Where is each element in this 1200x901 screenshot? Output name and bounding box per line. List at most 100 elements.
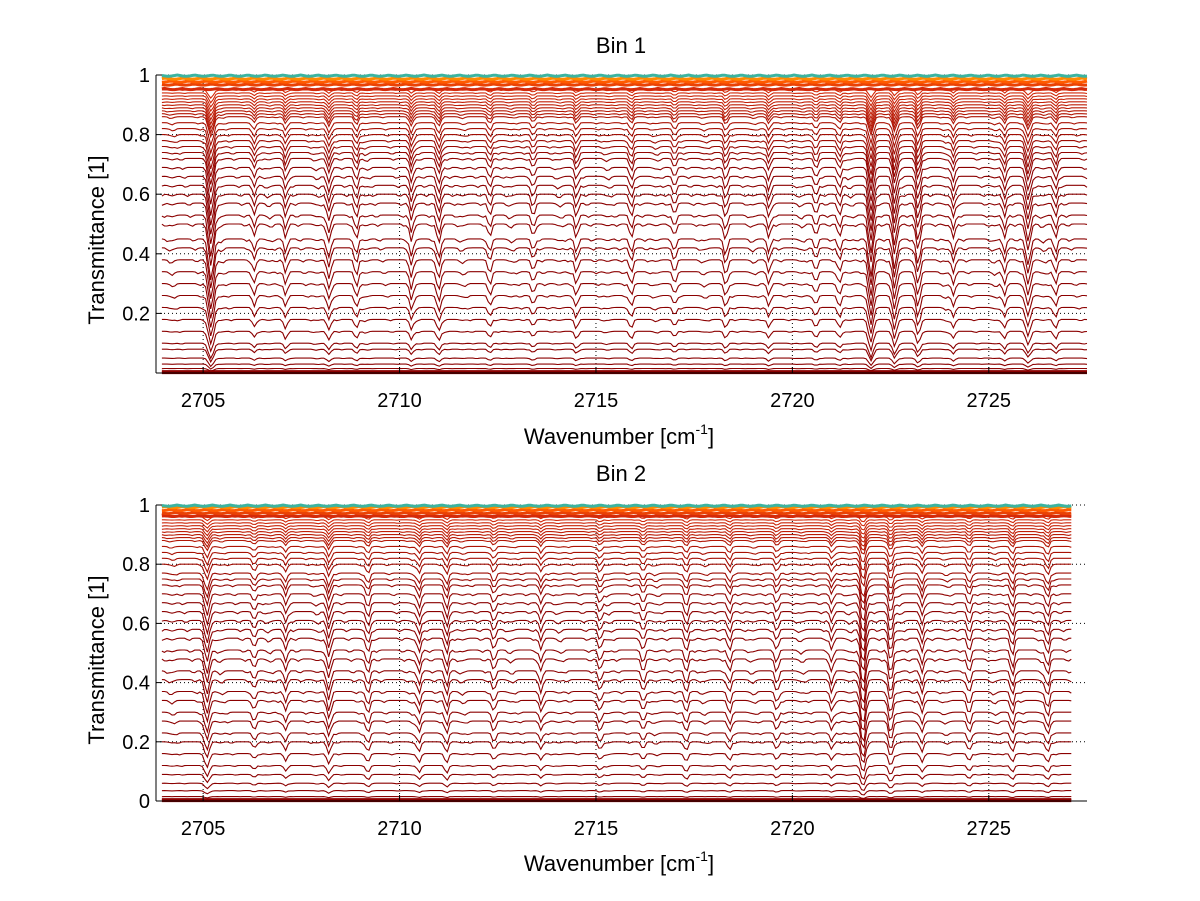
- spectrum-line: [161, 584, 1072, 612]
- spectrum-line: [161, 670, 1072, 704]
- spectrum-line: [161, 145, 1088, 177]
- spectrum-line: [161, 184, 1088, 226]
- spectrum-line: [161, 796, 1072, 799]
- grid-bin-2: [156, 504, 1087, 801]
- spectrum-line: [161, 764, 1072, 780]
- axes-frame-bin-1: [155, 75, 1087, 374]
- x-axis-label-bin-1: Wavenumber [cm-1]: [524, 421, 714, 449]
- spectrum-line: [161, 247, 1088, 289]
- x-axis-label-sup-bin-2: -1: [696, 848, 709, 864]
- spectrum-line: [161, 193, 1088, 235]
- spectrum-line: [161, 545, 1072, 563]
- spectrum-line-saturated: [161, 507, 1072, 513]
- spectrum-line-saturated: [161, 82, 1088, 87]
- spectrum-line: [161, 214, 1088, 257]
- x-axis-label-text-bin-1: Wavenumber [cm: [524, 424, 696, 449]
- spectrum-line: [161, 637, 1072, 671]
- spectrum-line: [161, 157, 1088, 193]
- spectrum-line-saturated: [161, 503, 1072, 508]
- spectrum-line: [161, 202, 1088, 244]
- spectrum-line: [161, 122, 1088, 147]
- spectrum-line: [161, 741, 1072, 764]
- spectrum-line: [161, 782, 1072, 792]
- spectrum-line: [161, 166, 1088, 205]
- panel-bin-1: 2705 2710 2715 2720 2725 0.2 0.4 0.6 0.8 1 Bin 1…: [84, 33, 1088, 449]
- spectrum-line: [161, 367, 1088, 372]
- spectrum-line: [161, 578, 1072, 605]
- y-tick-label: 0.2: [122, 303, 150, 325]
- spectrum-line: [161, 113, 1088, 135]
- spectrum-line: [161, 699, 1072, 731]
- spectrum-line-saturated: [161, 510, 1072, 516]
- spectrum-line: [161, 753, 1072, 772]
- axes-frame-bin-2: [155, 505, 1087, 802]
- spectrum-line: [161, 342, 1088, 360]
- y-tick-label: 0.4: [122, 673, 150, 695]
- y-tick-label: 1: [139, 495, 150, 517]
- spectrum-line: [161, 658, 1072, 692]
- x-axis-label-text-bin-2: Wavenumber [cm: [524, 851, 696, 876]
- spectrum-line: [161, 528, 1072, 539]
- spectrum-line: [161, 773, 1072, 786]
- spectrum-line: [161, 790, 1072, 796]
- spectrum-line: [161, 522, 1072, 531]
- x-tick-label: 2725: [967, 390, 1012, 412]
- spectrum-line: [161, 348, 1088, 364]
- x-tick-label: 2710: [377, 390, 422, 412]
- y-tick-label: 1: [139, 65, 150, 87]
- spectrum-line: [161, 110, 1088, 130]
- y-tick-label: 0.8: [122, 125, 150, 147]
- y-tick-label: 0.4: [122, 244, 150, 266]
- spectrum-line: [161, 519, 1072, 527]
- y-tick-label: 0.6: [122, 613, 150, 635]
- spectrum-line: [161, 283, 1088, 319]
- x-axis-label-sup-bin-1: -1: [696, 421, 709, 437]
- spectrum-line: [161, 151, 1088, 185]
- x-tick-label: 2725: [967, 818, 1012, 840]
- x-tick-label: 2715: [574, 818, 619, 840]
- spectrum-line: [161, 557, 1072, 580]
- spectrum-line: [161, 259, 1088, 299]
- x-axis-label-end-bin-1: ]: [708, 424, 714, 449]
- spectrum-line: [161, 679, 1072, 712]
- y-tick-label: 0.2: [122, 732, 150, 754]
- chart-title-bin-2: Bin 2: [596, 461, 646, 486]
- x-ticks-bin-2: 2705 2710 2715 2720 2725: [181, 795, 1011, 840]
- spectrum-line: [161, 551, 1072, 571]
- spectrum-line-saturated: [161, 73, 1088, 78]
- spectrum-line: [161, 531, 1072, 543]
- series-group-bin-1: [161, 73, 1088, 375]
- spectrum-line: [161, 330, 1088, 354]
- spectrum-line: [161, 134, 1088, 162]
- y-axis-label-bin-2: Transmittance [1]: [84, 575, 109, 744]
- spectrum-line: [161, 539, 1072, 555]
- plot-area-bin-2: [156, 505, 1087, 801]
- spectrum-line: [161, 98, 1088, 113]
- spectrum-line: [161, 572, 1072, 598]
- spectrum-line: [161, 306, 1088, 337]
- spectrum-line: [161, 610, 1072, 643]
- spectrum-line: [161, 107, 1088, 126]
- spectrum-line-saturated: [161, 86, 1088, 92]
- x-tick-label: 2705: [181, 390, 226, 412]
- spectrum-line-saturated: [161, 79, 1088, 84]
- spectrum-line: [161, 563, 1072, 588]
- panel-bin-2: 2705 2710 2715 2720 2725 0 0.2 0.4 0.6 0.8 1 Bin …: [84, 461, 1087, 876]
- spectrum-line: [161, 294, 1088, 328]
- spectrum-line: [161, 720, 1072, 750]
- x-ticks-bin-1: 2705 2710 2715 2720 2725: [181, 367, 1011, 412]
- spectrum-line: [161, 537, 1072, 551]
- spectrum-line: [161, 128, 1088, 156]
- x-tick-label: 2720: [770, 818, 815, 840]
- x-tick-label: 2705: [181, 818, 226, 840]
- spectrum-line: [161, 357, 1088, 368]
- spectrum-line: [161, 711, 1072, 743]
- y-ticks-bin-2: 0 0.2 0.4 0.6 0.8 1: [122, 495, 162, 813]
- y-tick-label: 0: [139, 791, 150, 813]
- y-tick-label: 0.8: [122, 554, 150, 576]
- spectrum-line-saturated: [161, 513, 1072, 519]
- spectrum-line: [161, 101, 1088, 117]
- y-tick-label: 0.6: [122, 184, 150, 206]
- spectrum-line: [161, 628, 1072, 662]
